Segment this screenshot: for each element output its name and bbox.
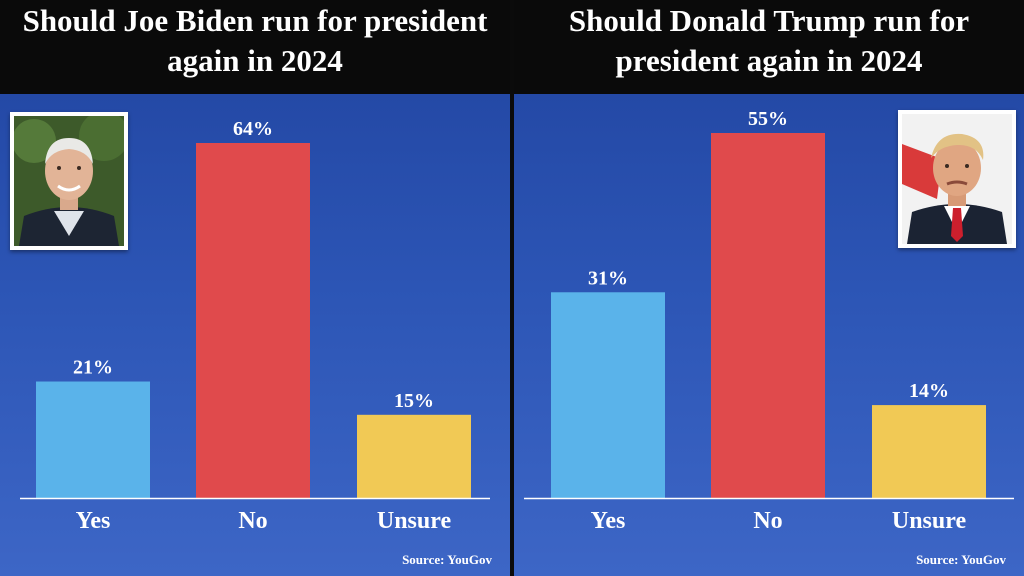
biden-value-label-no: 64% xyxy=(233,118,273,140)
biden-portrait-icon xyxy=(14,116,124,246)
trump-chart-title: Should Donald Trump run for president ag… xyxy=(568,3,970,78)
biden-chart-title-bar: Should Joe Biden run for president again… xyxy=(0,0,510,94)
biden-chart-title: Should Joe Biden run for president again… xyxy=(22,3,488,78)
biden-bar-chart: 21% Yes 64% No 15% Unsure xyxy=(20,118,490,534)
trump-category-label-unsure: Unsure xyxy=(892,508,967,534)
trump-bar-no xyxy=(711,133,825,498)
trump-chart-source: Source: YouGov xyxy=(916,552,1006,567)
biden-bar-yes xyxy=(36,381,150,498)
trump-value-label-no: 55% xyxy=(748,108,788,130)
trump-category-label-yes: Yes xyxy=(591,508,626,534)
trump-bar-chart: 31% Yes 55% No 14% Unsure xyxy=(524,108,1014,534)
biden-chart-source: Source: YouGov xyxy=(402,552,492,567)
biden-category-label-unsure: Unsure xyxy=(377,508,452,534)
trump-bar-unsure xyxy=(872,405,986,498)
biden-chart-area: 21% Yes 64% No 15% Unsure Source: YouGov xyxy=(0,94,510,576)
trump-chart-panel: Should Donald Trump run for president ag… xyxy=(514,0,1024,576)
biden-bar-unsure xyxy=(357,414,471,498)
trump-bar-yes xyxy=(551,292,665,498)
biden-value-label-yes: 21% xyxy=(73,357,113,379)
biden-value-label-unsure: 15% xyxy=(394,390,434,412)
trump-portrait-icon xyxy=(902,114,1012,244)
trump-portrait-photo xyxy=(898,110,1016,248)
biden-portrait-photo xyxy=(10,112,128,250)
biden-category-label-no: No xyxy=(238,508,267,534)
trump-chart-title-bar: Should Donald Trump run for president ag… xyxy=(514,0,1024,94)
trump-value-label-unsure: 14% xyxy=(909,380,949,402)
biden-bar-no xyxy=(196,143,310,498)
biden-chart-panel: Should Joe Biden run for president again… xyxy=(0,0,510,576)
biden-category-label-yes: Yes xyxy=(76,508,111,534)
trump-category-label-no: No xyxy=(753,508,782,534)
trump-value-label-yes: 31% xyxy=(588,267,628,289)
